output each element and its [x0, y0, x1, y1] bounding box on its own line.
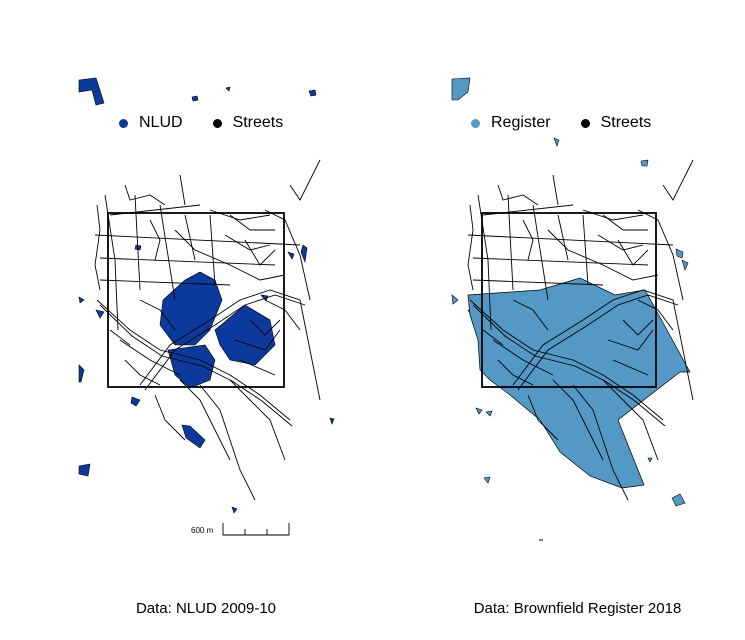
register-parcel: [475, 407, 483, 415]
study-area-boundary: [107, 212, 285, 388]
nlud-parcel: [231, 506, 238, 514]
legend-item-streets: Streets: [580, 114, 652, 132]
register-parcel: [451, 294, 459, 305]
nlud-parcel: [225, 86, 231, 92]
streets-network-left: [94, 159, 321, 501]
right-map-panel: [451, 77, 694, 541]
nlud-parcel: [78, 77, 105, 106]
register-swatch-icon: [471, 118, 480, 128]
study-area-boundary: [481, 212, 657, 388]
streets-swatch-icon: [212, 118, 222, 128]
legend-item-register: Register: [471, 114, 551, 132]
caption-left: Data: NLUD 2009-10: [135, 600, 277, 617]
left-map-panel: [78, 77, 335, 536]
register-parcel: [675, 248, 684, 259]
nlud-parcels: [78, 77, 335, 514]
legend-label: Register: [491, 114, 551, 131]
legend-right: Register Streets: [471, 112, 651, 134]
legend-label: Streets: [232, 114, 284, 131]
nlud-swatch-icon: [119, 118, 128, 128]
nlud-parcel: [260, 294, 269, 302]
legend-label: Streets: [600, 114, 652, 131]
nlud-parcel: [78, 364, 85, 383]
legend-item-nlud: NLUD: [119, 114, 183, 132]
nlud-parcel: [167, 344, 216, 389]
nlud-parcel: [181, 424, 206, 449]
nlud-parcel: [159, 271, 223, 346]
register-parcel: [640, 159, 649, 167]
legend-item-streets: Streets: [212, 114, 284, 132]
legend-label: NLUD: [139, 114, 183, 131]
scale-bar-label: 600 m: [191, 526, 214, 535]
nlud-parcel: [78, 296, 85, 304]
nlud-parcel: [308, 89, 317, 97]
nlud-parcel: [214, 304, 276, 366]
nlud-parcel: [287, 251, 295, 260]
register-parcel: [451, 77, 471, 101]
register-parcel: [483, 476, 491, 484]
scale-bar: [222, 523, 290, 536]
nlud-parcel: [329, 417, 335, 425]
register-parcel: [681, 259, 689, 271]
register-parcel: [647, 457, 653, 463]
register-parcel: [485, 410, 493, 417]
streets-swatch-icon: [580, 118, 590, 128]
nlud-parcel: [78, 463, 91, 477]
nlud-main-site: [159, 271, 276, 389]
nlud-parcel: [130, 396, 141, 407]
nlud-parcel: [300, 244, 308, 264]
register-parcel: [553, 137, 560, 147]
nlud-parcel: [95, 309, 105, 319]
caption-right: Data: Brownfield Register 2018: [473, 600, 682, 617]
nlud-parcel: [191, 95, 199, 102]
legend-left: NLUD Streets: [119, 112, 283, 134]
register-parcel: [671, 493, 686, 507]
